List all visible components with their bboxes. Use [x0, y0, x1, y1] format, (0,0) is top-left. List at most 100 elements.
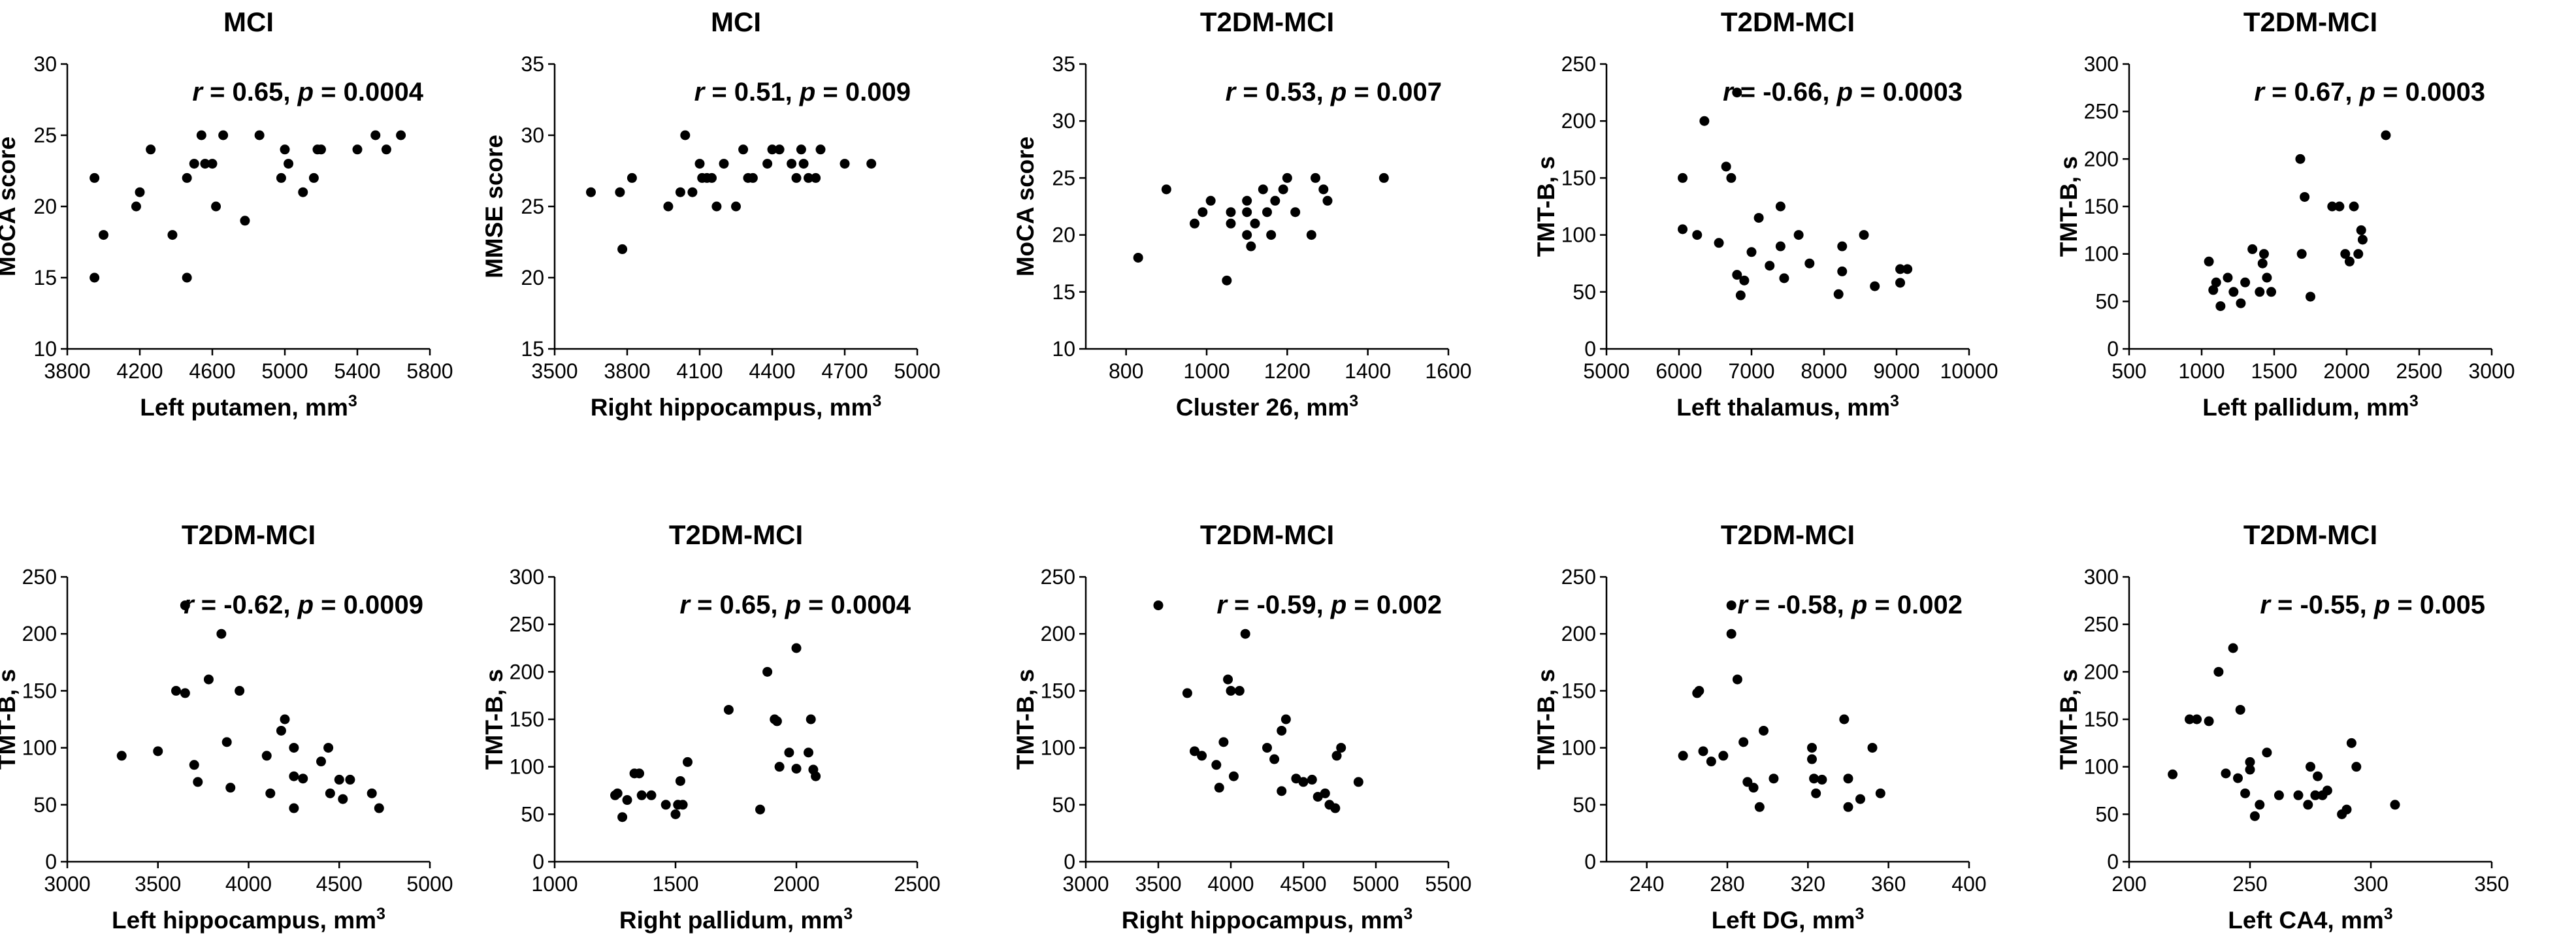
chart-6-data-point: [153, 746, 163, 757]
chart-4-x-tick-label: 5000: [1583, 359, 1629, 383]
chart-6-data-point: [171, 685, 181, 696]
chart-9: T2DM-MCI r = -0.58, p = 0.002 240 280 320 360…: [1533, 519, 1987, 934]
chart-10-data-point: [2306, 762, 2315, 772]
chart-8-x-tick-label: 4500: [1280, 872, 1326, 896]
chart-8-x-tick-label: 4000: [1207, 872, 1254, 896]
chart-6-data-point: [280, 714, 290, 725]
chart-3-data-point: [1311, 172, 1320, 183]
chart-4-data-point: [1714, 238, 1724, 248]
chart-6-data-point: [289, 803, 299, 813]
chart-2-data-point: [663, 201, 674, 212]
chart-5-data-point: [2296, 249, 2307, 259]
chart-10-x-axis-label: Left CA4, mm3: [2228, 905, 2392, 934]
chart-8-data-point: [1228, 771, 1239, 781]
chart-6-title: T2DM-MCI: [182, 519, 316, 550]
chart-6-x-axis-label: Left hippocampus, mm3: [112, 905, 385, 934]
chart-10-data-point: [2262, 747, 2272, 758]
chart-2-data-point: [762, 159, 773, 169]
chart-6-data-point: [261, 751, 272, 761]
chart-10-data-point: [2213, 666, 2224, 677]
chart-3-data-point: [1190, 218, 1199, 229]
chart-6-x-tick-label: 3500: [135, 872, 181, 896]
chart-5-data-point: [2295, 154, 2306, 164]
chart-7-y-tick-label: 0: [532, 850, 544, 873]
chart-3-data-point: [1258, 184, 1268, 195]
chart-1-y-tick-label: 30: [33, 52, 57, 76]
chart-2-data-point: [811, 172, 821, 183]
chart-6-data-point: [374, 803, 384, 813]
chart-6-y-tick-label: 250: [22, 565, 57, 589]
chart-7-x-tick-label: 2500: [894, 872, 940, 896]
chart-4: T2DM-MCI r = -0.66, p = 0.0003 5000 6000 700…: [1533, 7, 1998, 421]
chart-4-x-tick-label: 6000: [1655, 359, 1702, 383]
chart-1-data-point: [370, 130, 381, 140]
chart-4-y-tick-label: 150: [1561, 166, 1596, 189]
chart-9-data-point: [1875, 788, 1885, 798]
chart-4-y-tick-label: 250: [1561, 52, 1596, 76]
chart-8-x-tick-label: 3000: [1062, 872, 1109, 896]
chart-7-data-point: [791, 764, 802, 774]
chart-2-data-point: [680, 130, 691, 140]
chart-5-data-point: [2381, 130, 2391, 140]
chart-5-y-tick-label: 50: [2095, 289, 2119, 313]
chart-5-y-tick-label: 200: [2084, 147, 2119, 171]
chart-10-y-axis-label: TMT-B, s: [2055, 669, 2082, 770]
chart-5-x-tick-label: 2500: [2396, 359, 2442, 383]
chart-2-correlation-annotation: r = 0.51, p = 0.009: [694, 78, 911, 106]
chart-1-data-point: [211, 201, 221, 212]
chart-3-data-point: [1198, 207, 1208, 218]
chart-3-data-point: [1282, 172, 1292, 183]
chart-4-y-tick-label: 50: [1573, 280, 1596, 304]
chart-5-x-axis-label: Left pallidum, mm3: [2202, 392, 2418, 421]
chart-1-data-point: [284, 159, 294, 169]
chart-8-data-point: [1353, 777, 1363, 787]
chart-3-data-point: [1226, 218, 1236, 229]
chart-10-data-point: [2346, 738, 2356, 748]
chart-7-data-point: [723, 704, 734, 715]
chart-5-data-point: [2228, 287, 2239, 297]
chart-9-data-point: [1726, 600, 1736, 611]
chart-10-data-point: [2168, 769, 2178, 779]
chart-9-data-point: [1694, 685, 1704, 696]
chart-10-data-point: [2192, 714, 2202, 725]
chart-10-data-point: [2185, 714, 2194, 725]
chart-1-data-point: [207, 159, 218, 169]
chart-1-y-tick-label: 15: [33, 266, 57, 289]
chart-9-data-point: [1769, 774, 1779, 784]
chart-9-data-point: [1855, 794, 1865, 804]
chart-5-data-point: [2344, 256, 2355, 267]
chart-4-data-point: [1895, 278, 1906, 288]
chart-9-y-tick-label: 0: [1584, 850, 1596, 873]
chart-6-y-axis-label: TMT-B, s: [0, 669, 20, 770]
chart-10-x-tick-label: 200: [2111, 872, 2146, 896]
chart-4-data-point: [1732, 88, 1742, 98]
chart-1-x-tick-label: 3800: [44, 359, 90, 383]
chart-7-x-tick-label: 1500: [652, 872, 698, 896]
chart-4-data-point: [1775, 201, 1785, 212]
chart-1-y-tick-label: 10: [33, 337, 57, 361]
chart-2-data-point: [707, 172, 717, 183]
chart-5-data-point: [2204, 256, 2214, 267]
chart-5-data-point: [2353, 249, 2364, 259]
chart-7-title: T2DM-MCI: [669, 519, 803, 550]
chart-4-y-axis-label: TMT-B, s: [1533, 156, 1559, 257]
chart-1-x-tick-label: 5000: [261, 359, 308, 383]
chart-10-data-point: [2249, 811, 2260, 821]
chart-1-data-point: [99, 230, 108, 240]
chart-3-data-point: [1322, 195, 1333, 206]
chart-6-data-point: [189, 760, 199, 770]
chart-2-y-tick-label: 20: [521, 266, 544, 289]
chart-7-data-point: [804, 747, 813, 758]
chart-2-data-point: [731, 201, 741, 212]
chart-7-data-point: [806, 714, 816, 725]
chart-3-data-point: [1378, 172, 1389, 183]
chart-6-correlation-annotation: r = -0.62, p = 0.0009: [184, 591, 423, 619]
chart-10-data-point: [2293, 790, 2304, 800]
chart-5-data-point: [2262, 272, 2272, 283]
chart-8-data-point: [1218, 737, 1229, 747]
chart-4-data-point: [1870, 281, 1880, 291]
chart-2-data-point: [687, 187, 698, 197]
chart-10-title: T2DM-MCI: [2243, 519, 2377, 550]
chart-2-y-tick-label: 15: [521, 337, 544, 361]
chart-8-data-point: [1223, 674, 1233, 685]
